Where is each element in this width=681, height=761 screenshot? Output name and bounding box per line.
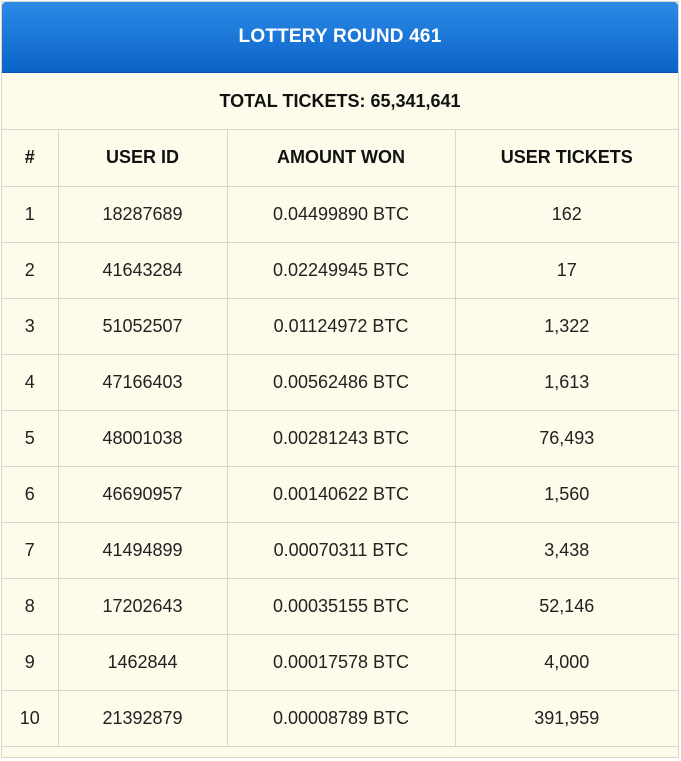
rank-cell: 5: [2, 410, 59, 467]
user-tickets-cell: 1,322: [455, 298, 678, 355]
user-id-cell: 47166403: [58, 354, 228, 411]
table-row: 9 1462844 0.00017578 BTC 4,000: [2, 634, 678, 691]
column-header-amount-won: AMOUNT WON: [227, 130, 456, 187]
amount-won-cell: 0.00070311 BTC: [227, 522, 456, 579]
column-header-rank: #: [2, 130, 59, 187]
table-row: 5 48001038 0.00281243 BTC 76,493: [2, 410, 678, 467]
lottery-round-title: LOTTERY ROUND 461: [238, 26, 442, 47]
user-id-cell: 46690957: [58, 466, 228, 523]
total-tickets-bar: TOTAL TICKETS: 65,341,641: [2, 73, 678, 130]
rank-cell: 8: [2, 578, 59, 635]
user-tickets-cell: 17: [455, 242, 678, 299]
user-tickets-cell: 162: [455, 186, 678, 243]
total-tickets-text: TOTAL TICKETS: 65,341,641: [219, 90, 461, 111]
user-id-cell: 41643284: [58, 242, 228, 299]
rank-cell: 3: [2, 298, 59, 355]
user-id-cell: 41494899: [58, 522, 228, 579]
rank-cell: 7: [2, 522, 59, 579]
user-tickets-cell: 1,613: [455, 354, 678, 411]
rank-cell: 9: [2, 634, 59, 691]
table-header-row: # USER ID AMOUNT WON USER TICKETS: [2, 130, 678, 187]
rank-cell: 6: [2, 466, 59, 523]
user-tickets-cell: 391,959: [455, 690, 678, 747]
amount-won-cell: 0.00008789 BTC: [227, 690, 456, 747]
amount-won-cell: 0.00562486 BTC: [227, 354, 456, 411]
rank-cell: 10: [2, 690, 59, 747]
user-tickets-cell: 1,560: [455, 466, 678, 523]
amount-won-cell: 0.01124972 BTC: [227, 298, 456, 355]
user-tickets-cell: 52,146: [455, 578, 678, 635]
column-header-user-tickets: USER TICKETS: [455, 130, 678, 187]
lottery-round-header: LOTTERY ROUND 461: [2, 2, 678, 73]
user-id-cell: 48001038: [58, 410, 228, 467]
rank-cell: 1: [2, 186, 59, 243]
results-table: # USER ID AMOUNT WON USER TICKETS 1 18287…: [2, 130, 678, 747]
amount-won-cell: 0.00140622 BTC: [227, 466, 456, 523]
table-row: 8 17202643 0.00035155 BTC 52,146: [2, 578, 678, 635]
user-tickets-cell: 3,438: [455, 522, 678, 579]
table-row: 3 51052507 0.01124972 BTC 1,322: [2, 298, 678, 355]
user-id-cell: 51052507: [58, 298, 228, 355]
amount-won-cell: 0.02249945 BTC: [227, 242, 456, 299]
user-tickets-cell: 4,000: [455, 634, 678, 691]
table-row: 6 46690957 0.00140622 BTC 1,560: [2, 466, 678, 523]
user-id-cell: 1462844: [58, 634, 228, 691]
table-row: 2 41643284 0.02249945 BTC 17: [2, 242, 678, 299]
table-row: 7 41494899 0.00070311 BTC 3,438: [2, 522, 678, 579]
table-row: 4 47166403 0.00562486 BTC 1,613: [2, 354, 678, 411]
user-id-cell: 21392879: [58, 690, 228, 747]
amount-won-cell: 0.00035155 BTC: [227, 578, 456, 635]
user-id-cell: 18287689: [58, 186, 228, 243]
user-tickets-cell: 76,493: [455, 410, 678, 467]
table-row: 1 18287689 0.04499890 BTC 162: [2, 186, 678, 243]
table-row: 10 21392879 0.00008789 BTC 391,959: [2, 690, 678, 747]
amount-won-cell: 0.00281243 BTC: [227, 410, 456, 467]
user-id-cell: 17202643: [58, 578, 228, 635]
rank-cell: 2: [2, 242, 59, 299]
amount-won-cell: 0.04499890 BTC: [227, 186, 456, 243]
amount-won-cell: 0.00017578 BTC: [227, 634, 456, 691]
column-header-user-id: USER ID: [58, 130, 228, 187]
rank-cell: 4: [2, 354, 59, 411]
